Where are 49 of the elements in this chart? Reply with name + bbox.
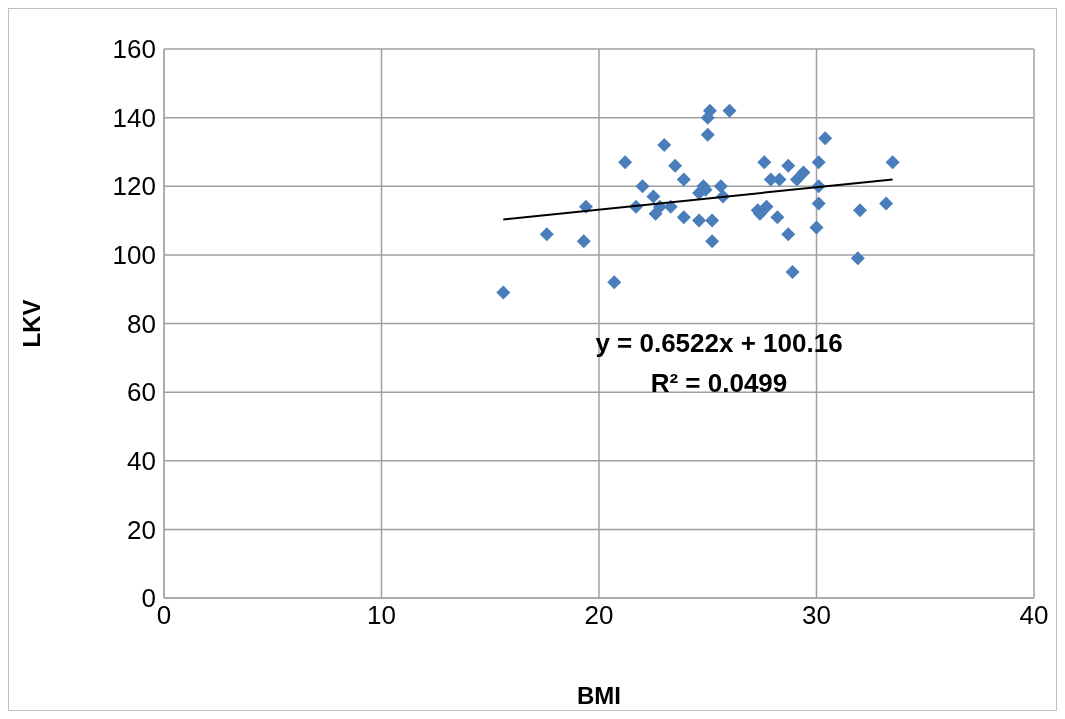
- y-tick-label: 100: [112, 240, 156, 271]
- annotation: R² = 0.0499: [649, 367, 789, 399]
- x-tick-label: 30: [802, 600, 831, 631]
- y-tick-label: 40: [127, 445, 156, 476]
- y-tick-label: 120: [112, 171, 156, 202]
- point: [722, 103, 737, 118]
- point: [668, 158, 683, 173]
- point: [785, 265, 800, 280]
- point: [705, 213, 720, 228]
- point: [496, 285, 511, 300]
- point: [809, 220, 824, 235]
- y-tick-label: 160: [112, 34, 156, 65]
- point: [818, 131, 833, 146]
- point: [676, 210, 691, 225]
- point: [607, 275, 622, 290]
- x-tick-label: 20: [584, 600, 614, 631]
- y-tick-label: 80: [127, 308, 156, 339]
- point: [781, 158, 796, 173]
- point: [576, 234, 591, 249]
- point: [811, 196, 826, 211]
- point: [770, 210, 785, 225]
- x-tick-label: 40: [1019, 600, 1049, 631]
- point: [759, 199, 774, 214]
- y-tick-label: 20: [127, 514, 156, 545]
- point: [789, 172, 804, 187]
- point: [646, 189, 661, 204]
- point: [811, 155, 826, 170]
- point: [702, 103, 717, 118]
- x-axis-title: BMI: [577, 682, 621, 709]
- point: [692, 213, 707, 228]
- point: [700, 127, 715, 142]
- point: [757, 155, 772, 170]
- y-tick-label: 140: [112, 102, 156, 133]
- point: [885, 155, 900, 170]
- point: [676, 172, 691, 187]
- point: [657, 138, 672, 153]
- point: [781, 227, 796, 242]
- point: [853, 203, 867, 218]
- point: [539, 227, 554, 242]
- point: [635, 179, 650, 194]
- y-tick-label: 60: [127, 377, 156, 408]
- y-axis-title: LKV: [17, 299, 45, 348]
- point: [618, 155, 633, 170]
- point: [879, 196, 894, 211]
- annotation: y = 0.6522x + 100.16: [594, 327, 844, 359]
- point: [705, 234, 720, 249]
- point: [713, 179, 728, 194]
- point: [850, 251, 865, 266]
- x-tick-label: 10: [367, 600, 396, 631]
